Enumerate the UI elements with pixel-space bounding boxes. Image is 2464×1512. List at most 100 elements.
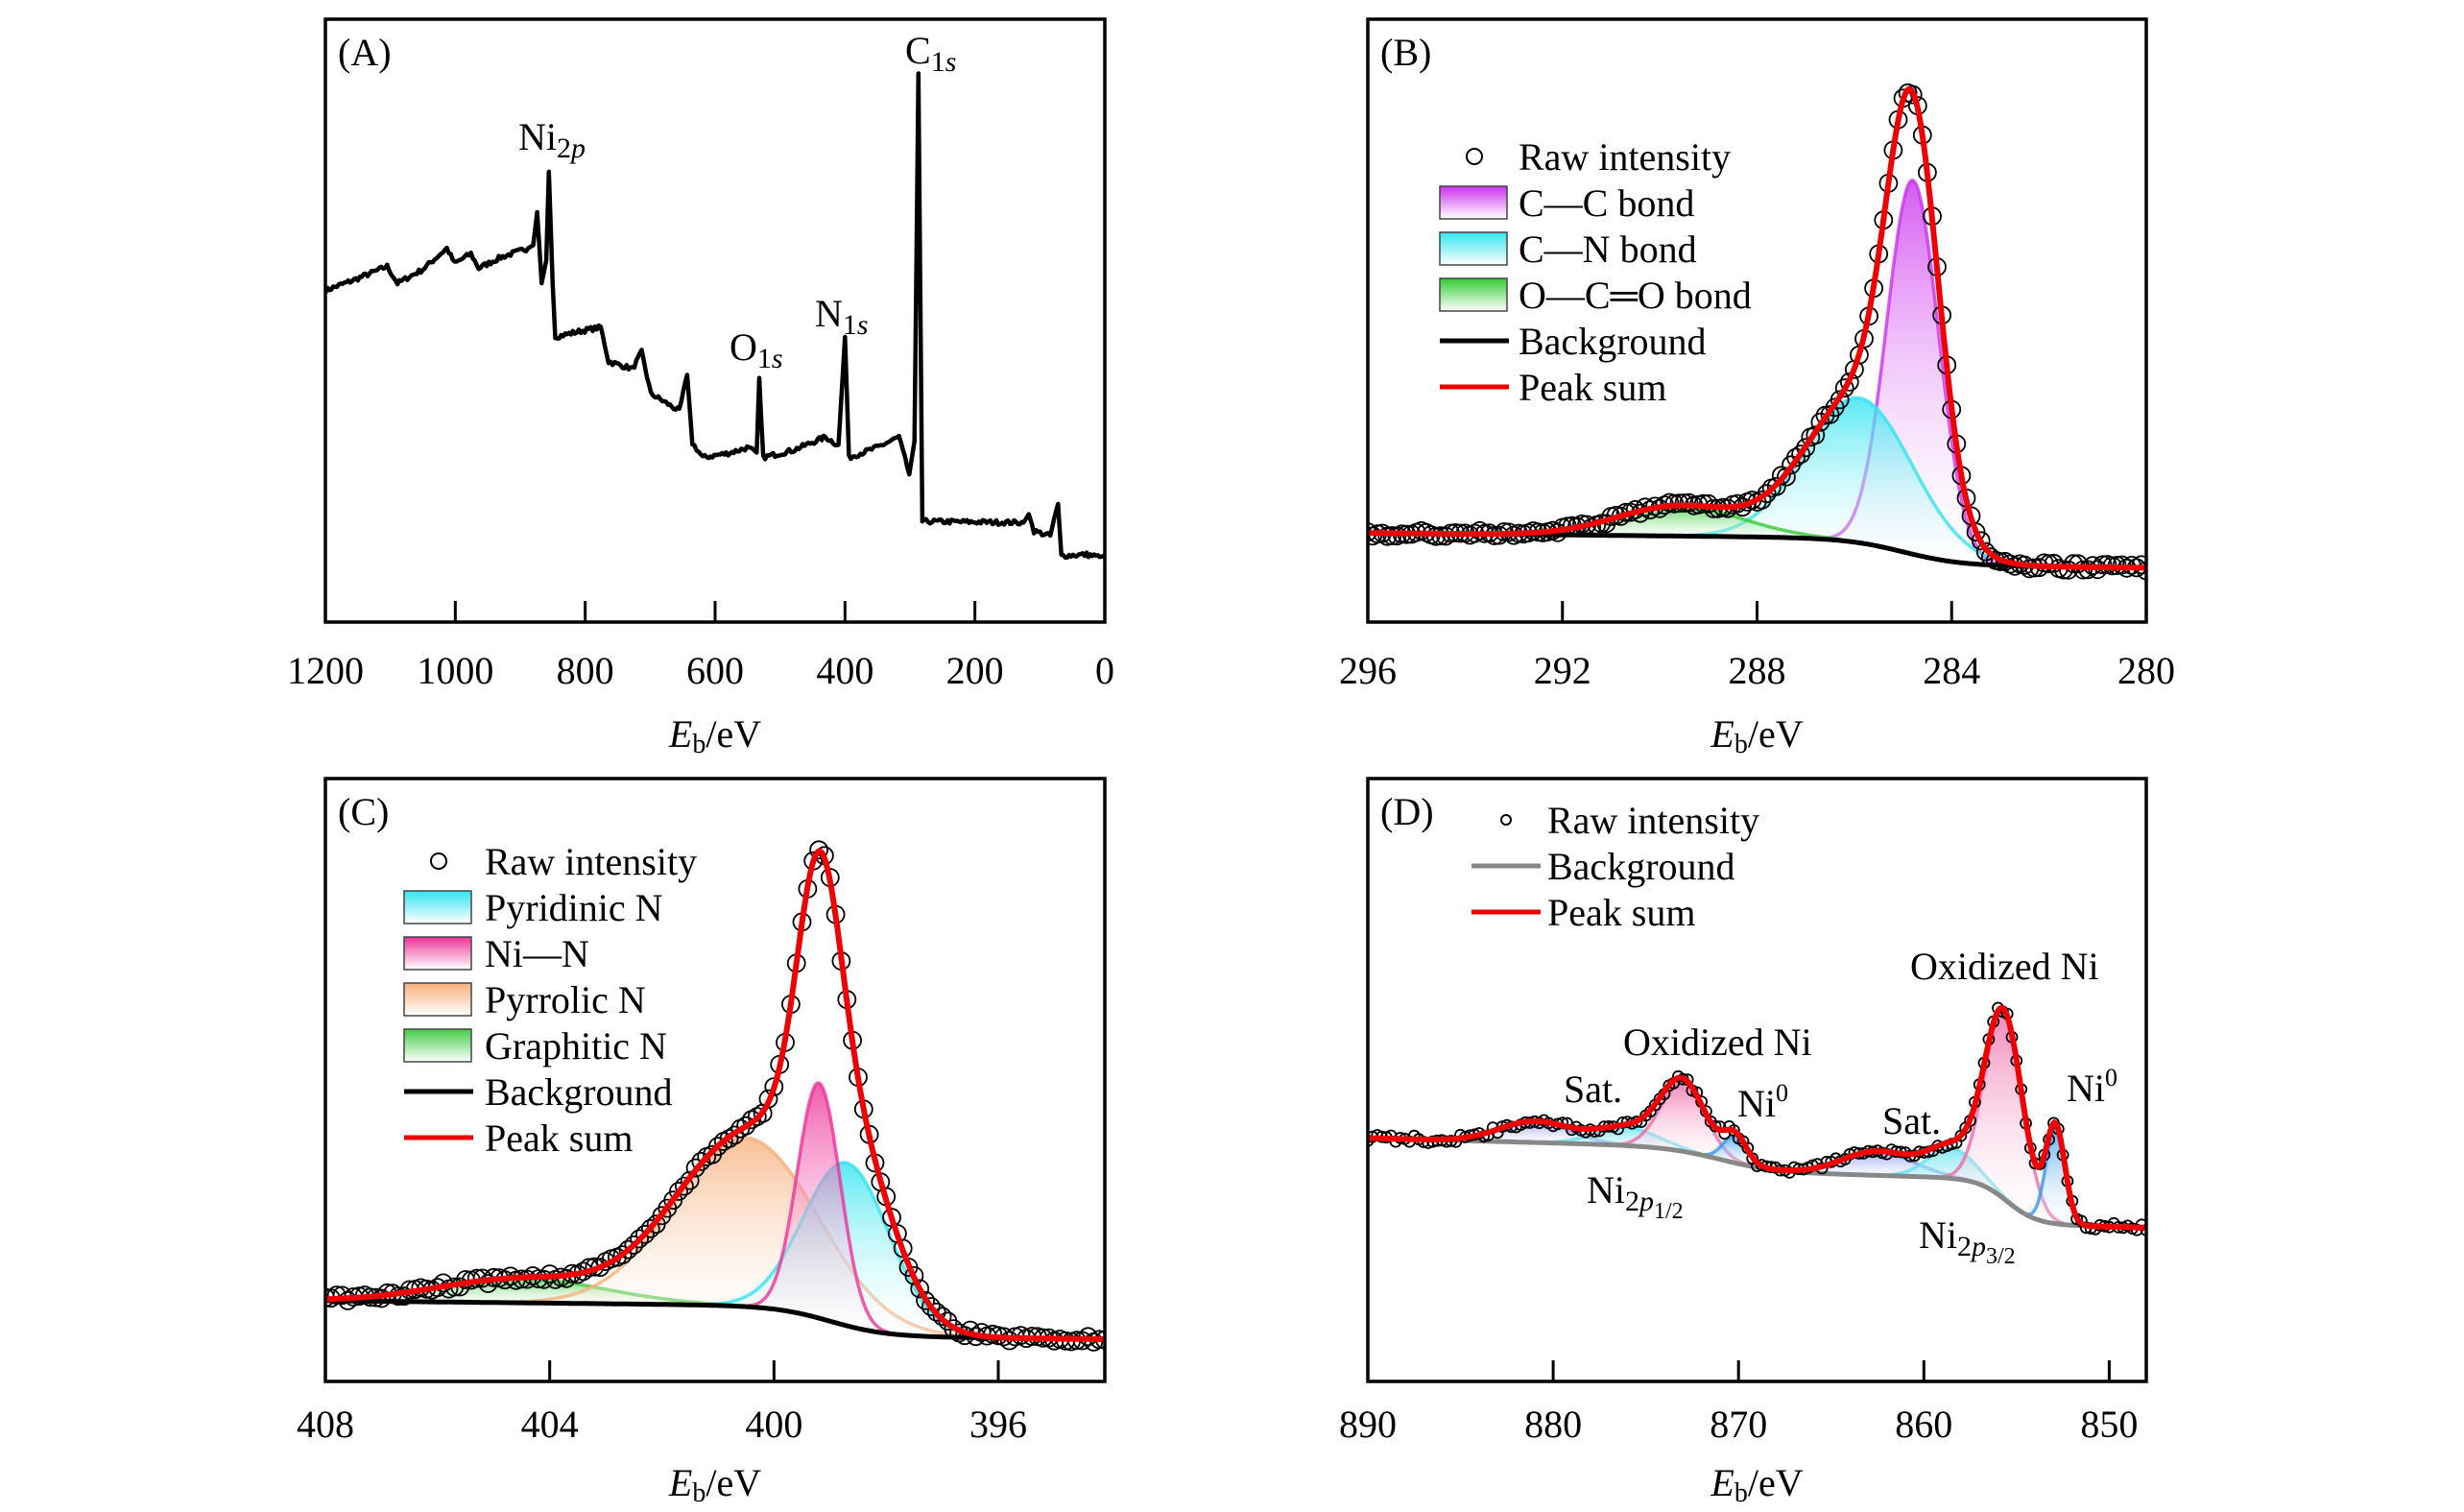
plot-area [1368, 1001, 2146, 1236]
plot-area [1368, 83, 2146, 581]
legend-swatch-icon [403, 1028, 472, 1063]
legend-label: Peak sum [1519, 366, 1666, 409]
legend-label: Graphitic N [485, 1024, 667, 1068]
text-part: 1 [843, 309, 857, 341]
raw-intensity-point [630, 1229, 649, 1249]
background-line [325, 1298, 1105, 1342]
raw-intensity-point [1377, 526, 1398, 546]
text-part: N [815, 292, 843, 335]
legend-entry: Background [1440, 320, 1707, 363]
peak-annotation: Ni2p [518, 115, 586, 164]
legend-swatch-icon [1439, 185, 1508, 220]
plot-frame [323, 777, 1107, 1383]
text-part: C [905, 29, 931, 72]
plot-area [325, 71, 1105, 561]
raw-intensity-point [1761, 478, 1782, 498]
raw-intensity-point [635, 1224, 655, 1244]
legend-swatch-icon [403, 936, 472, 971]
text-part: s [857, 309, 869, 341]
legend-marker-icon [430, 852, 447, 870]
raw-intensity-point [624, 1236, 644, 1255]
text-part: Oxidized Ni [1623, 1020, 1812, 1064]
text-part: b [1734, 1478, 1748, 1508]
legend-entry: Pyridinic N [403, 886, 663, 929]
legend-entry: Peak sum [1471, 891, 1695, 934]
text-part: b [692, 730, 706, 759]
raw-intensity-markers [1368, 83, 2146, 581]
text-part: b [1734, 730, 1748, 759]
x-tick-label: 400 [745, 1403, 802, 1446]
peak-annotation: Sat. [1564, 1068, 1622, 1111]
legend-label: Background [1547, 845, 1735, 888]
raw-intensity-point [640, 1218, 660, 1238]
legend-label: Ni—N [485, 932, 589, 975]
x-tick-label: 1200 [287, 649, 364, 692]
legend-entry: C—N bond [1439, 228, 1697, 271]
raw-intensity-point [1898, 83, 1918, 103]
x-axis-label: Eb/eV [1710, 1461, 1803, 1508]
raw-intensity-point [685, 1158, 706, 1178]
raw-intensity-point [1796, 438, 1816, 458]
text-part: Ni [1919, 1213, 1957, 1257]
legend-label: Background [485, 1070, 673, 1114]
peak-sum-line [1368, 1004, 2146, 1231]
text-part: /eV [1748, 712, 1804, 756]
text-part: /eV [1748, 1461, 1804, 1504]
legend-label: Peak sum [1547, 891, 1695, 934]
legend-entry: Peak sum [1440, 366, 1666, 409]
text-part: O [730, 325, 757, 369]
legend-entry: C—C bond [1439, 181, 1694, 225]
x-tick-label: 890 [1339, 1403, 1397, 1446]
legend-entry: Background [404, 1070, 673, 1114]
legend-label: Background [1519, 320, 1707, 363]
x-tick-label: 404 [521, 1403, 579, 1446]
x-tick-label: 600 [686, 649, 744, 692]
legend-entry: Raw intensity [1500, 799, 1759, 842]
text-part: p [1970, 1231, 1986, 1262]
panel-C: 408 404 400 396 Eb/eV (C) Raw intensityPyridin… [297, 777, 1107, 1508]
x-tick-label: 870 [1710, 1403, 1767, 1446]
raw-intensity-point [910, 1279, 930, 1299]
raw-intensity-point [2044, 553, 2064, 573]
raw-intensity-point [932, 1307, 952, 1327]
x-axis-label: Eb/eV [668, 712, 761, 759]
raw-intensity-point [713, 1132, 733, 1151]
text-part: Sat. [1564, 1068, 1622, 1111]
raw-intensity-point [691, 1152, 711, 1171]
legend-label: C—C bond [1519, 181, 1694, 225]
text-part: E [1710, 1461, 1734, 1504]
legend-swatch-icon [403, 890, 472, 924]
text-part: b [692, 1478, 706, 1508]
raw-intensity-point [1782, 455, 1801, 475]
legend-entry: Background [1471, 845, 1735, 888]
text-part: 3/2 [1986, 1244, 2016, 1269]
raw-intensity-point [1834, 378, 1854, 398]
raw-intensity-point [1810, 412, 1830, 432]
text-part: 2 [1957, 1231, 1972, 1262]
text-part: p [1638, 1186, 1654, 1217]
text-part: 0 [1776, 1079, 1788, 1107]
raw-intensity-point [675, 1176, 694, 1196]
x-tick-label: 396 [969, 1403, 1027, 1446]
component-fill-3 [1704, 1135, 1765, 1169]
panel-label: (B) [1380, 31, 1431, 74]
x-tick-label: 850 [2080, 1403, 2138, 1446]
legend-label: O—C═O bond [1519, 274, 1752, 317]
x-tick-label: 292 [1534, 649, 1591, 692]
panel-B: 296 292 288 284 280 Eb/eV (B) Raw intensityC—C … [1339, 17, 2175, 759]
raw-intensity-point [1704, 1115, 1717, 1128]
raw-intensity-point [697, 1147, 717, 1166]
plot-area [325, 840, 1105, 1352]
legend-label: Pyridinic N [485, 886, 663, 929]
x-tick-label: 0 [1095, 649, 1114, 692]
panel-D: 890 880 870 860 850 Eb/eV (D) Raw intensityBack… [1339, 777, 2148, 1508]
x-axis-label: Eb/eV [1710, 712, 1803, 759]
text-part: Oxidized Ni [1910, 945, 2099, 988]
plot-frame [323, 17, 1107, 624]
text-part: 2 [1625, 1186, 1639, 1217]
text-part: 1/2 [1654, 1199, 1684, 1224]
raw-intensity-point [1801, 427, 1821, 447]
text-part: 0 [2105, 1064, 2117, 1092]
